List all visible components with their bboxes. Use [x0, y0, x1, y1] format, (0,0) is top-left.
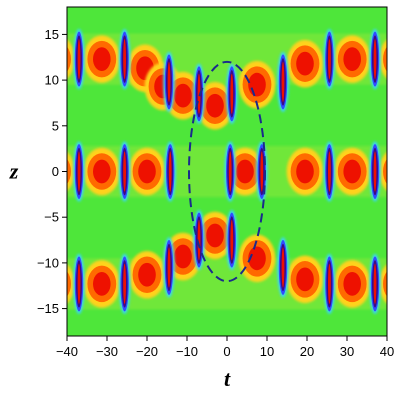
blob-core — [248, 72, 266, 97]
y-tick-label: 10 — [45, 73, 59, 88]
tube-center — [281, 61, 285, 103]
y-tick-label: 15 — [45, 27, 59, 42]
blob-core — [48, 272, 66, 296]
density-field — [48, 28, 400, 315]
blob-core — [48, 47, 66, 71]
y-tick-label: 0 — [52, 164, 59, 179]
y-axis: −15 −10 −5 0 5 10 15 — [37, 7, 68, 336]
blob-core — [236, 159, 254, 184]
tube-center — [197, 219, 201, 261]
blob-middle — [67, 271, 71, 297]
tube-center — [328, 38, 331, 80]
tube-center — [167, 247, 171, 288]
x-tick-label: −40 — [56, 344, 78, 359]
y-tick-label: −5 — [44, 210, 59, 225]
blob-core — [93, 47, 111, 71]
tube-center — [168, 151, 172, 192]
blob-core — [343, 47, 362, 71]
tube-center — [228, 151, 232, 192]
blob-core — [206, 223, 224, 248]
blob-core — [296, 159, 314, 184]
y-tick-label: 5 — [52, 118, 59, 133]
y-tick-label: −15 — [37, 301, 59, 316]
x-axis-title: t — [224, 366, 231, 391]
blob-core — [389, 47, 400, 71]
tube-center — [123, 151, 126, 192]
tube-center — [123, 263, 126, 305]
x-tick-label: −10 — [176, 344, 198, 359]
blob-core — [296, 51, 314, 76]
tube-center — [373, 38, 377, 80]
tube-center — [260, 151, 264, 192]
tube-center — [77, 151, 81, 192]
tube-center — [373, 151, 377, 192]
blob-core — [138, 262, 156, 287]
y-tick-label: −10 — [37, 255, 59, 270]
blob-core — [389, 272, 400, 296]
blob-middle — [67, 46, 71, 72]
tube-center — [167, 61, 171, 103]
blob-core — [206, 93, 224, 118]
blob-core — [248, 246, 266, 271]
dashed-ellipse-annotation — [188, 60, 266, 283]
tube-center — [77, 38, 81, 80]
blob-core — [93, 159, 111, 184]
tube-center — [123, 38, 126, 80]
x-tick-label: 0 — [223, 344, 230, 359]
tube-center — [373, 263, 377, 305]
blob-core — [343, 159, 362, 184]
blob-core — [343, 272, 362, 296]
blob-middle — [383, 46, 387, 72]
tube-center — [197, 73, 201, 114]
blob-core — [138, 159, 156, 184]
x-tick-label: −30 — [96, 344, 118, 359]
blob-core — [389, 160, 400, 184]
blob-core — [93, 272, 111, 296]
tube-center — [328, 263, 331, 305]
tube-center — [230, 73, 234, 114]
y-axis-title: z — [9, 159, 19, 184]
blob-middle — [383, 158, 387, 185]
x-tick-label: 10 — [260, 344, 274, 359]
tube-center — [281, 247, 285, 288]
blob-core — [174, 83, 192, 108]
tube-center — [77, 263, 81, 305]
x-axis: −40 −30 −20 −10 0 10 20 30 40 — [56, 335, 394, 359]
x-tick-label: 20 — [300, 344, 314, 359]
tube-center — [230, 219, 234, 261]
tube-center — [328, 151, 331, 192]
annotation-layer — [188, 60, 266, 283]
blob-middle — [67, 158, 71, 185]
blob-middle — [383, 271, 387, 297]
blob-core — [174, 244, 192, 269]
blob-core — [296, 267, 314, 292]
x-tick-label: 40 — [380, 344, 394, 359]
x-tick-label: −20 — [136, 344, 158, 359]
x-tick-label: 30 — [340, 344, 354, 359]
